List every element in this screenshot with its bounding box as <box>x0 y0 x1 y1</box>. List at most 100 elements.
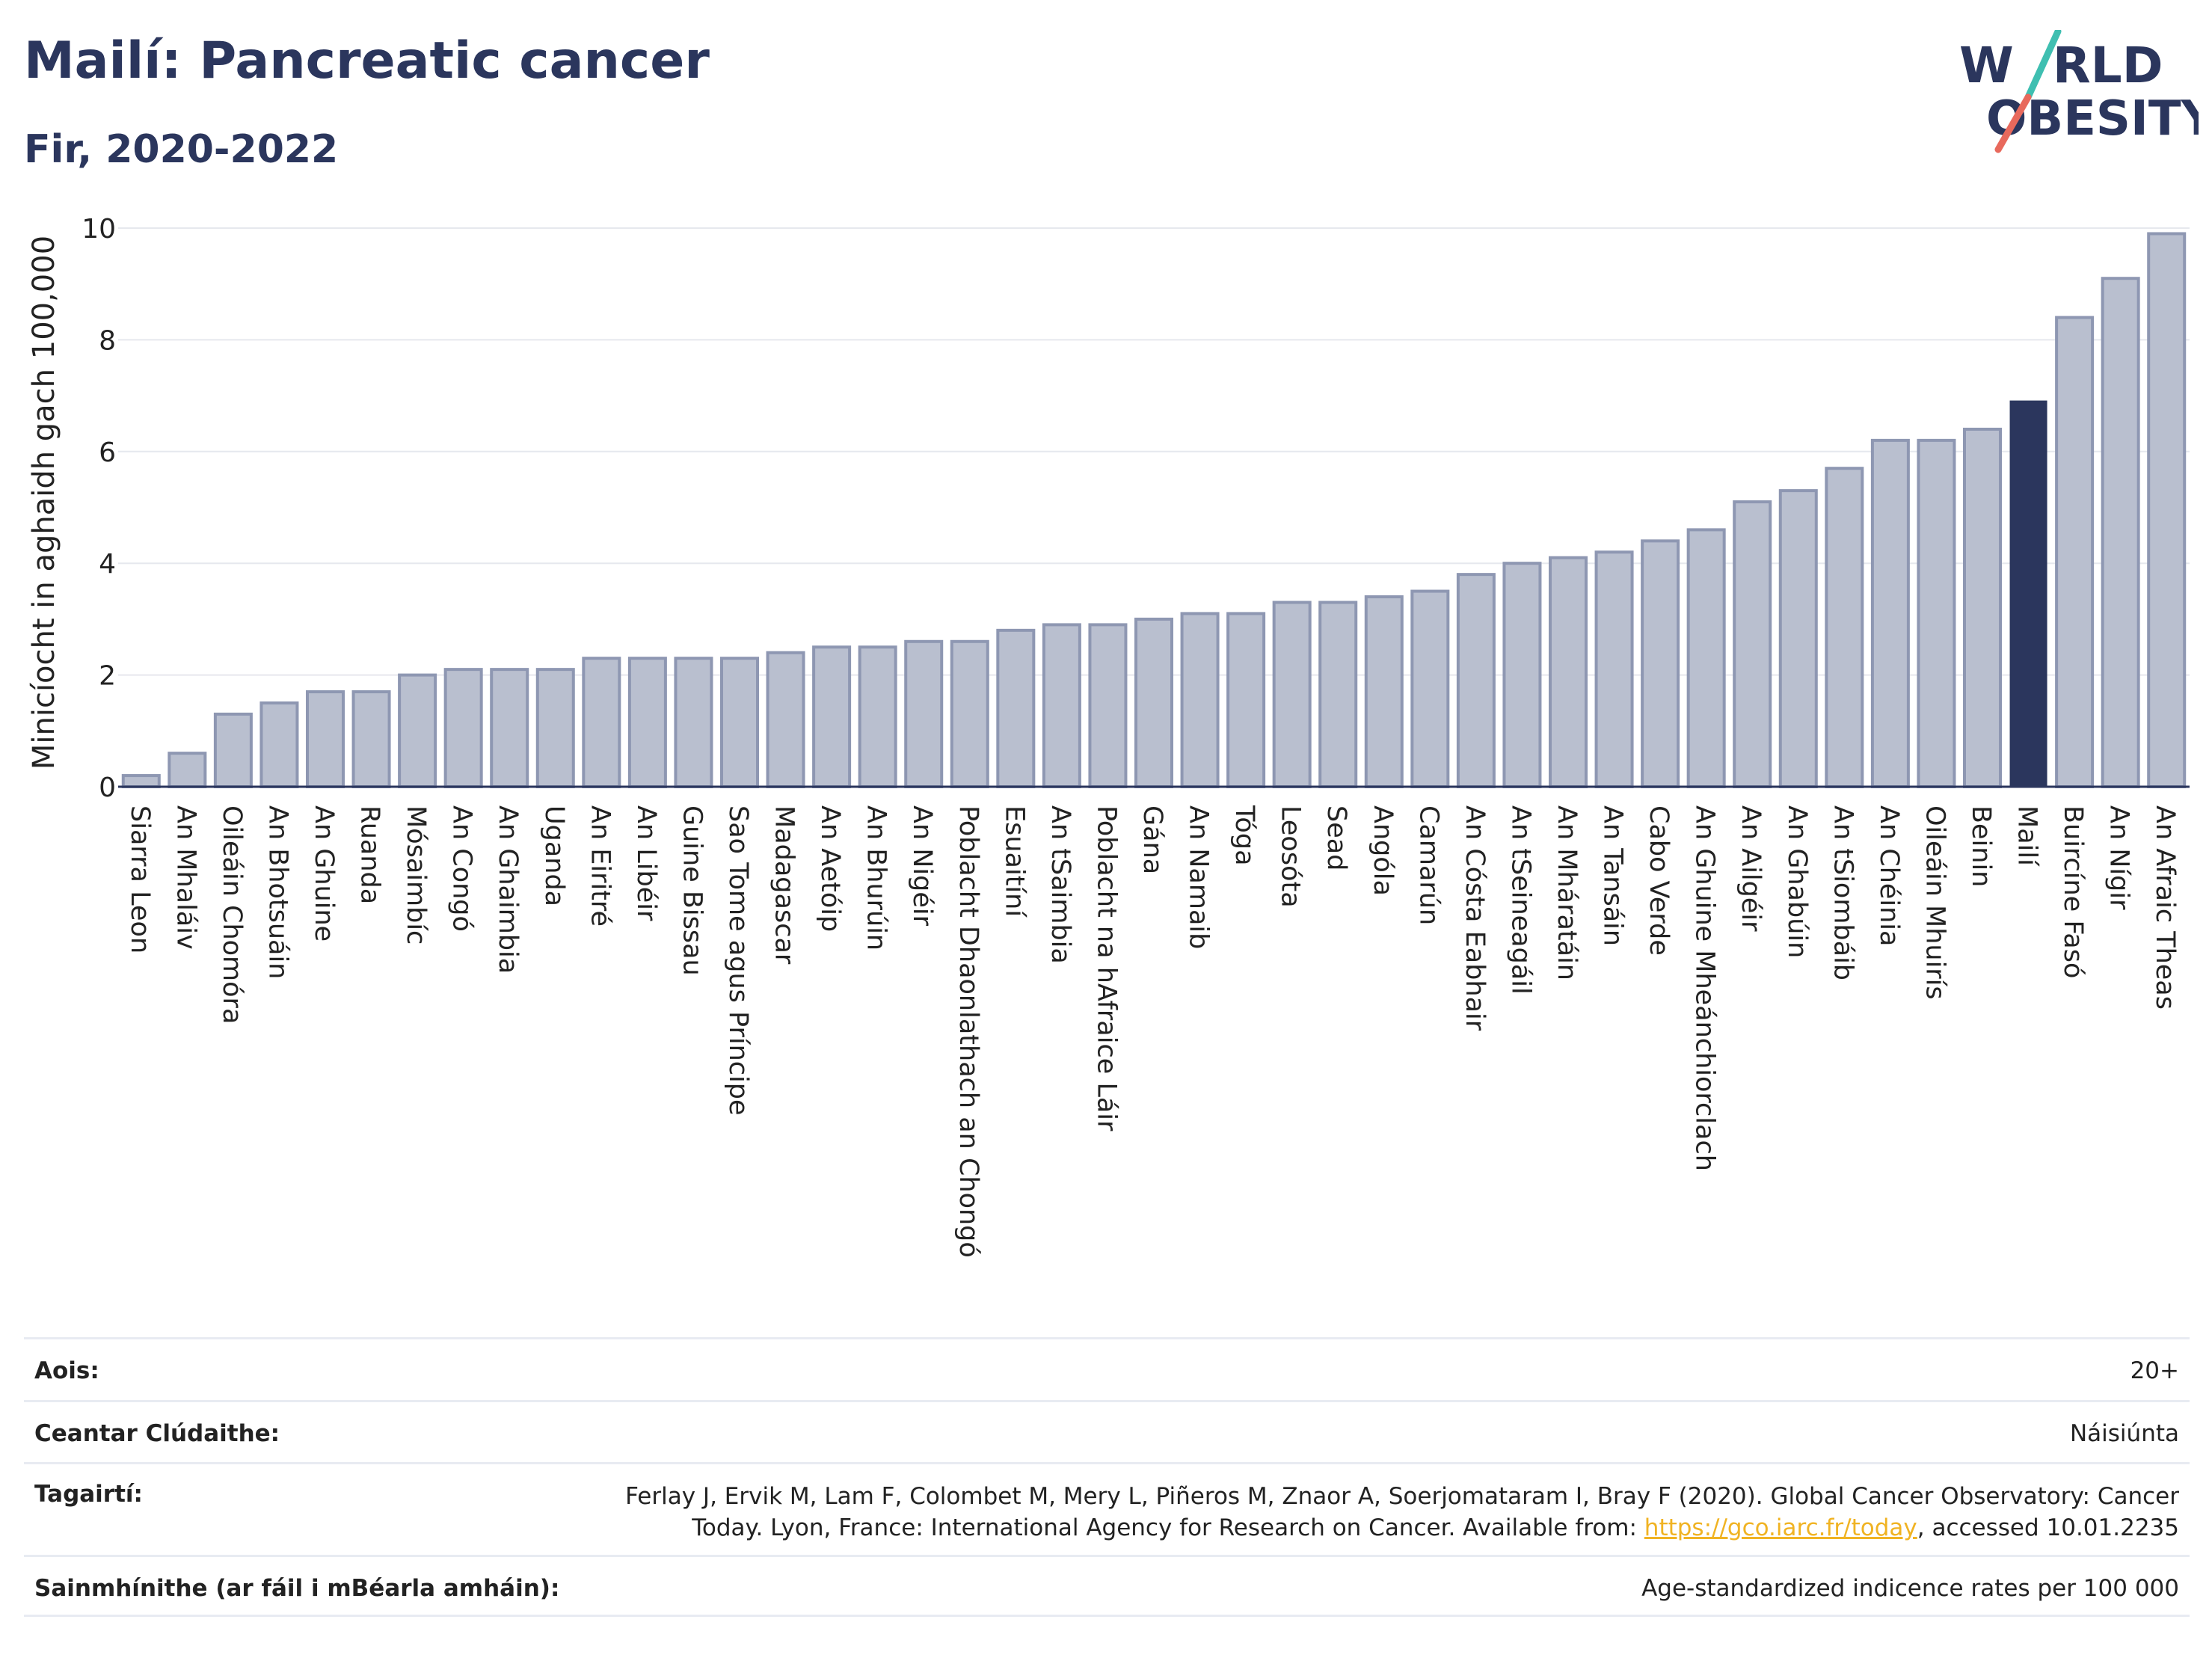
bars <box>118 232 2190 789</box>
x-tick-label: An Bhotsuáin <box>262 805 292 979</box>
logo-text-world: W RLD <box>1959 37 2163 94</box>
bar <box>627 657 667 788</box>
x-tick-label: Madagascar <box>769 805 799 965</box>
x-tick-label: Oileáin Chomóra <box>217 805 247 1024</box>
x-tick-label: An tSeineagáil <box>1505 805 1535 995</box>
x-tick-label: Siarra Leon <box>125 805 155 954</box>
y-tick-label: 8 <box>99 325 116 356</box>
bar <box>766 651 805 788</box>
bar <box>1272 601 1312 788</box>
logo-slash-teal <box>2024 30 2062 101</box>
info-row-definitions: Sainmhínithe (ar fáil i mBéarla amháin):… <box>24 1555 2190 1617</box>
references-line-2: Today. Lyon, France: International Agenc… <box>692 1514 2179 1541</box>
bar <box>1825 467 1864 789</box>
y-tick-label: 2 <box>99 661 116 692</box>
bar <box>1364 595 1404 789</box>
x-tick-label: An Afraic Theas <box>2150 805 2180 1010</box>
x-tick-label: Ruanda <box>355 805 385 904</box>
x-tick-label: Buircíne Fasó <box>2058 805 2088 978</box>
x-tick-label: Sao Tome agus Príncipe <box>723 805 753 1116</box>
bar <box>1456 573 1496 788</box>
bar <box>213 712 253 789</box>
x-tick-label: An Libéir <box>631 805 661 921</box>
bar <box>719 657 760 788</box>
references-link[interactable]: https://gco.iarc.fr/today <box>1644 1514 1917 1541</box>
y-tick-label: 0 <box>99 773 116 803</box>
x-tick-label: An Nigéir <box>907 805 937 927</box>
bar <box>996 628 1036 789</box>
bar <box>2101 277 2140 789</box>
x-tick-label: An Ghuine Mheánchiorclach <box>1690 805 1720 1171</box>
x-tick-label: An Cósta Eabhair <box>1460 805 1490 1031</box>
bar <box>1641 539 1680 788</box>
x-tick-label: An Nígir <box>2104 805 2134 910</box>
x-tick-label: An Namaib <box>1184 805 1214 949</box>
x-tick-label: An tSaimbia <box>1045 805 1075 964</box>
y-tick-label: 6 <box>99 437 116 468</box>
x-tick-label: Camarún <box>1413 805 1443 925</box>
bar-chart: Siarra Leon An Mhaláiv Oileáin Chomóra An B… <box>27 214 2190 1258</box>
bar <box>1594 550 1634 788</box>
x-tick-label: An Congó <box>447 805 477 932</box>
world-obesity-logo: W RLD OBESITY <box>1959 30 2199 153</box>
bar <box>535 668 575 788</box>
y-tick-label: 4 <box>99 549 116 580</box>
bar <box>1502 562 1542 788</box>
bar <box>490 668 529 788</box>
bar <box>1042 623 1081 788</box>
info-row-coverage: Ceantar Clúdaithe: Náisiúnta <box>24 1400 2190 1462</box>
bar <box>351 690 391 789</box>
definitions-value: Age-standardized indicence rates per 100… <box>1641 1575 2179 1602</box>
bar <box>812 645 852 788</box>
x-tick-label: Beinin <box>1966 805 1996 887</box>
x-tick-label: Angóla <box>1368 805 1398 896</box>
logo-slash-red <box>1994 93 2032 153</box>
bar <box>950 639 989 789</box>
info-row-age: Aois: 20+ <box>24 1337 2190 1400</box>
x-tick-label: An Chéinia <box>1874 805 1904 946</box>
chart-subtitle: Fir, 2020-2022 <box>24 127 339 172</box>
bar <box>582 657 621 788</box>
bar <box>1917 438 1956 788</box>
bar <box>858 645 897 788</box>
x-tick-label: Cabo Verde <box>1644 805 1674 956</box>
age-label: Aois: <box>34 1357 99 1384</box>
x-tick-label: An Ghuine <box>309 805 339 942</box>
bar <box>259 701 299 789</box>
x-tick-label: Esuaitíní <box>999 805 1029 918</box>
bar-highlight <box>2009 400 2047 787</box>
bar <box>1686 528 1726 788</box>
age-value: 20+ <box>2130 1357 2179 1384</box>
bar <box>1134 617 1174 789</box>
x-tick-label: Oileáin Mhuirís <box>1920 805 1950 1000</box>
info-table: Aois: 20+ Ceantar Clúdaithe: Náisiúnta T… <box>24 1337 2190 1617</box>
bar <box>305 690 345 789</box>
bar <box>121 774 161 789</box>
coverage-value: Náisiúnta <box>2069 1420 2179 1447</box>
x-tick-label: Guine Bissau <box>677 805 707 976</box>
bar <box>1733 500 1772 789</box>
x-tick-label: An Mháratáin <box>1552 805 1582 980</box>
x-tick-label: Poblacht Dhaonlathach an Chongó <box>953 805 983 1258</box>
x-tick-label: Leosóta <box>1276 805 1306 908</box>
y-axis-label: Minicíocht in aghaidh gach 100,000 <box>27 236 61 770</box>
x-tick-label: An Eiritré <box>585 805 615 927</box>
bar <box>1870 438 1910 788</box>
x-tick-label: Uganda <box>539 805 569 906</box>
bar <box>2055 316 2095 788</box>
x-tick-label: An Ghaimbia <box>493 805 523 974</box>
y-tick-label: 10 <box>82 214 116 245</box>
bar <box>674 657 713 788</box>
bar <box>2147 232 2187 789</box>
x-tick-label: An Ghabúin <box>1782 805 1812 958</box>
bar <box>398 673 437 788</box>
bar <box>1088 623 1128 788</box>
bar <box>168 752 207 788</box>
coverage-label: Ceantar Clúdaithe: <box>34 1420 280 1447</box>
x-tick-label: Poblacht na hAfraice Láir <box>1091 805 1121 1132</box>
chart-title: Mailí: Pancreatic cancer <box>24 31 710 90</box>
logo-text-obesity: OBESITY <box>1986 91 2199 147</box>
references-value: Ferlay J, Ervik M, Lam F, Colombet M, Me… <box>625 1481 2190 1544</box>
x-tick-label: Mailí <box>2012 805 2042 867</box>
x-tick-label: An Tansáin <box>1598 805 1628 946</box>
